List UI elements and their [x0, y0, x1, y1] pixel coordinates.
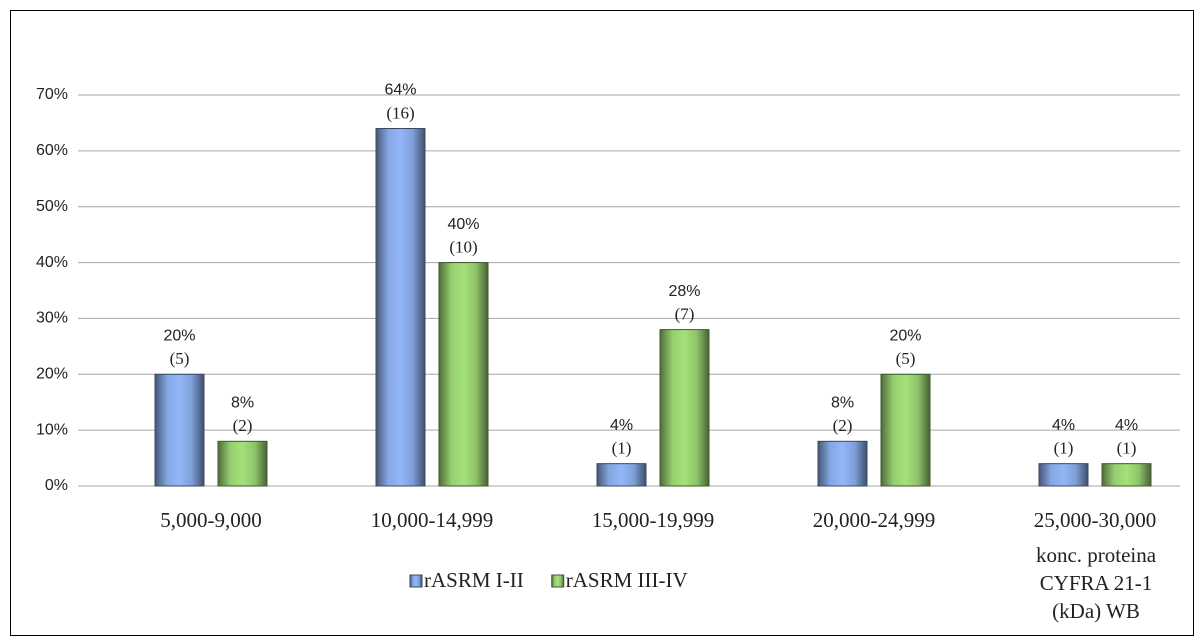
x-axis-label: konc. proteina CYFRA 21-1 (kDa) WB [1035, 543, 1157, 623]
value-label: 40% [447, 216, 479, 233]
x-tick-label: 15,000-19,999 [592, 508, 715, 532]
y-tick-label: 70% [36, 86, 68, 103]
count-label: (2) [833, 416, 853, 435]
legend-label: rASRM III-IV [566, 568, 688, 592]
count-label: (2) [233, 416, 253, 435]
bar [154, 373, 205, 487]
count-label: (16) [386, 103, 414, 122]
bar [596, 463, 647, 487]
x-tick-label: 10,000-14,999 [371, 508, 494, 532]
chart-frame [10, 10, 1194, 636]
count-label: (10) [449, 237, 477, 256]
bar [438, 262, 489, 487]
value-label: 20% [163, 328, 195, 345]
value-label: 20% [889, 328, 921, 345]
value-label: 4% [1052, 417, 1075, 434]
bar [1038, 463, 1089, 487]
bar [1101, 463, 1152, 487]
bar [375, 128, 426, 487]
bar [817, 440, 868, 487]
count-label: (1) [1117, 439, 1137, 458]
value-label: 8% [231, 395, 254, 412]
bar [659, 329, 710, 487]
legend-label: rASRM I-II [424, 568, 524, 592]
count-label: (1) [1054, 439, 1074, 458]
y-tick-label: 30% [36, 310, 68, 327]
value-label: 4% [1115, 417, 1138, 434]
count-label: (7) [675, 305, 695, 324]
y-tick-label: 20% [36, 366, 68, 383]
value-label: 4% [610, 417, 633, 434]
value-label: 28% [668, 283, 700, 300]
y-tick-label: 50% [36, 198, 68, 215]
bar [880, 373, 931, 487]
count-label: (1) [612, 439, 632, 458]
count-label: (5) [170, 349, 190, 368]
y-tick-label: 60% [36, 142, 68, 159]
x-tick-label: 5,000-9,000 [160, 508, 262, 532]
y-tick-label: 40% [36, 254, 68, 271]
value-label: 8% [831, 395, 854, 412]
value-label: 64% [384, 82, 416, 99]
x-tick-label: 20,000-24,999 [813, 508, 936, 532]
legend-swatch [409, 574, 423, 588]
y-tick-label: 10% [36, 421, 68, 438]
x-tick-label: 25,000-30,000 [1034, 508, 1157, 532]
y-tick-label: 0% [45, 477, 68, 494]
bar [217, 440, 268, 487]
legend-swatch [551, 574, 565, 588]
count-label: (5) [896, 349, 916, 368]
